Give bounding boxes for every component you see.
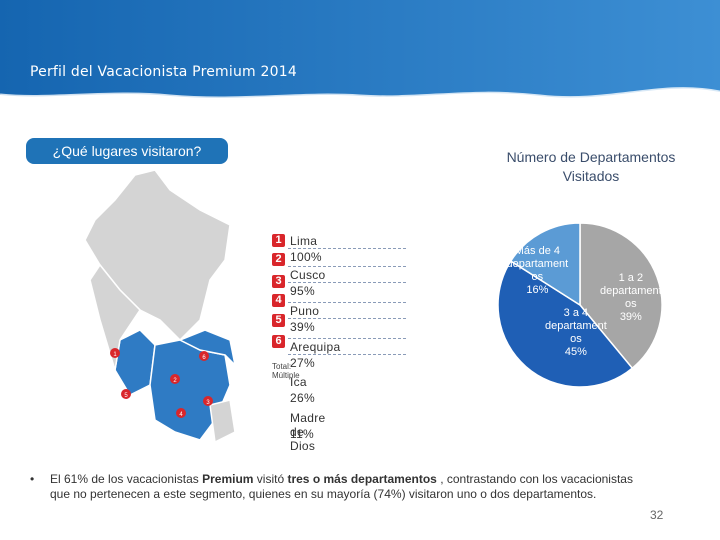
summary-text: El 61% de los vacacionistas Premium visi… [50,472,650,502]
page-number: 32 [650,508,664,522]
chart-title: Número de Departamentos Visitados [506,149,676,184]
map-marker-2: 2 [170,374,180,384]
divider [288,302,406,303]
map-marker-3: 3 [203,396,213,406]
pct-ica: 26% [290,391,315,405]
place-ica: Ica [290,375,307,389]
divider [288,318,406,319]
svg-text:1: 1 [113,352,117,358]
summary-bold-departments: tres o más departamentos [287,472,437,486]
peru-map: 1 2 3 4 5 6 [84,170,237,444]
svg-text:3: 3 [206,400,210,406]
place-lima: Lima [290,234,318,248]
divider [288,282,406,283]
rank-badge-4: 4 [272,294,285,307]
summary-post: , contrastando con los vacacionistas que… [50,472,633,501]
divider [288,354,406,355]
pct-cusco: 95% [290,284,315,298]
total-note: Total: Múltiple [272,362,300,380]
summary-bold-premium: Premium [202,472,254,486]
place-puno: Puno [290,304,320,318]
svg-text:5: 5 [124,393,128,399]
svg-text:4: 4 [179,412,183,418]
rank-badge-2: 2 [272,253,285,266]
header-band [0,0,720,100]
place-cusco: Cusco [290,268,326,282]
pct-arequipa: 27% [290,356,315,370]
divider [288,338,406,339]
summary-pre: El 61% de los vacacionistas [50,472,203,486]
svg-text:6: 6 [202,355,206,361]
pct-madre-de-dios: 11% [290,427,315,441]
pie-label-1: 1 a 2 departament os 39% [600,272,662,323]
divider [288,248,406,249]
map-madre-de-dios [178,329,237,368]
map-marker-1: 1 [110,348,120,358]
map-marker-4: 4 [176,408,186,418]
summary-mid: visitó [253,472,288,486]
question-label: ¿Qué lugares visitaron? [26,138,228,164]
pct-lima: 100% [290,250,322,264]
rank-badge-3: 3 [272,275,285,288]
map-puno-south [209,399,236,444]
rank-badge-5: 5 [272,314,285,327]
rank-badge-1: 1 [272,234,285,247]
place-arequipa: Arequipa [290,340,341,354]
pie-label-2: 3 a 4 departament os 45% [545,307,607,358]
rank-badge-6: 6 [272,335,285,348]
map-marker-6: 6 [199,351,209,361]
divider [288,266,406,267]
pie-label-3: Más de 4 departament os 16% [506,245,568,296]
pie-slice-2 [497,260,634,388]
pie-chart: 1 a 2 departament os 39%3 a 4 departament os 4… [497,222,663,388]
pie-slice-1 [579,222,663,370]
map-marker-5: 5 [121,389,131,399]
pct-puno: 39% [290,320,315,334]
place-madre-de-dios: Madre de Dios [290,411,326,453]
svg-text:2: 2 [173,378,177,384]
pie-slice-3 [509,222,581,307]
page-title: Perfil del Vacacionista Premium 2014 [30,64,297,80]
bullet-dot: • [30,472,35,486]
